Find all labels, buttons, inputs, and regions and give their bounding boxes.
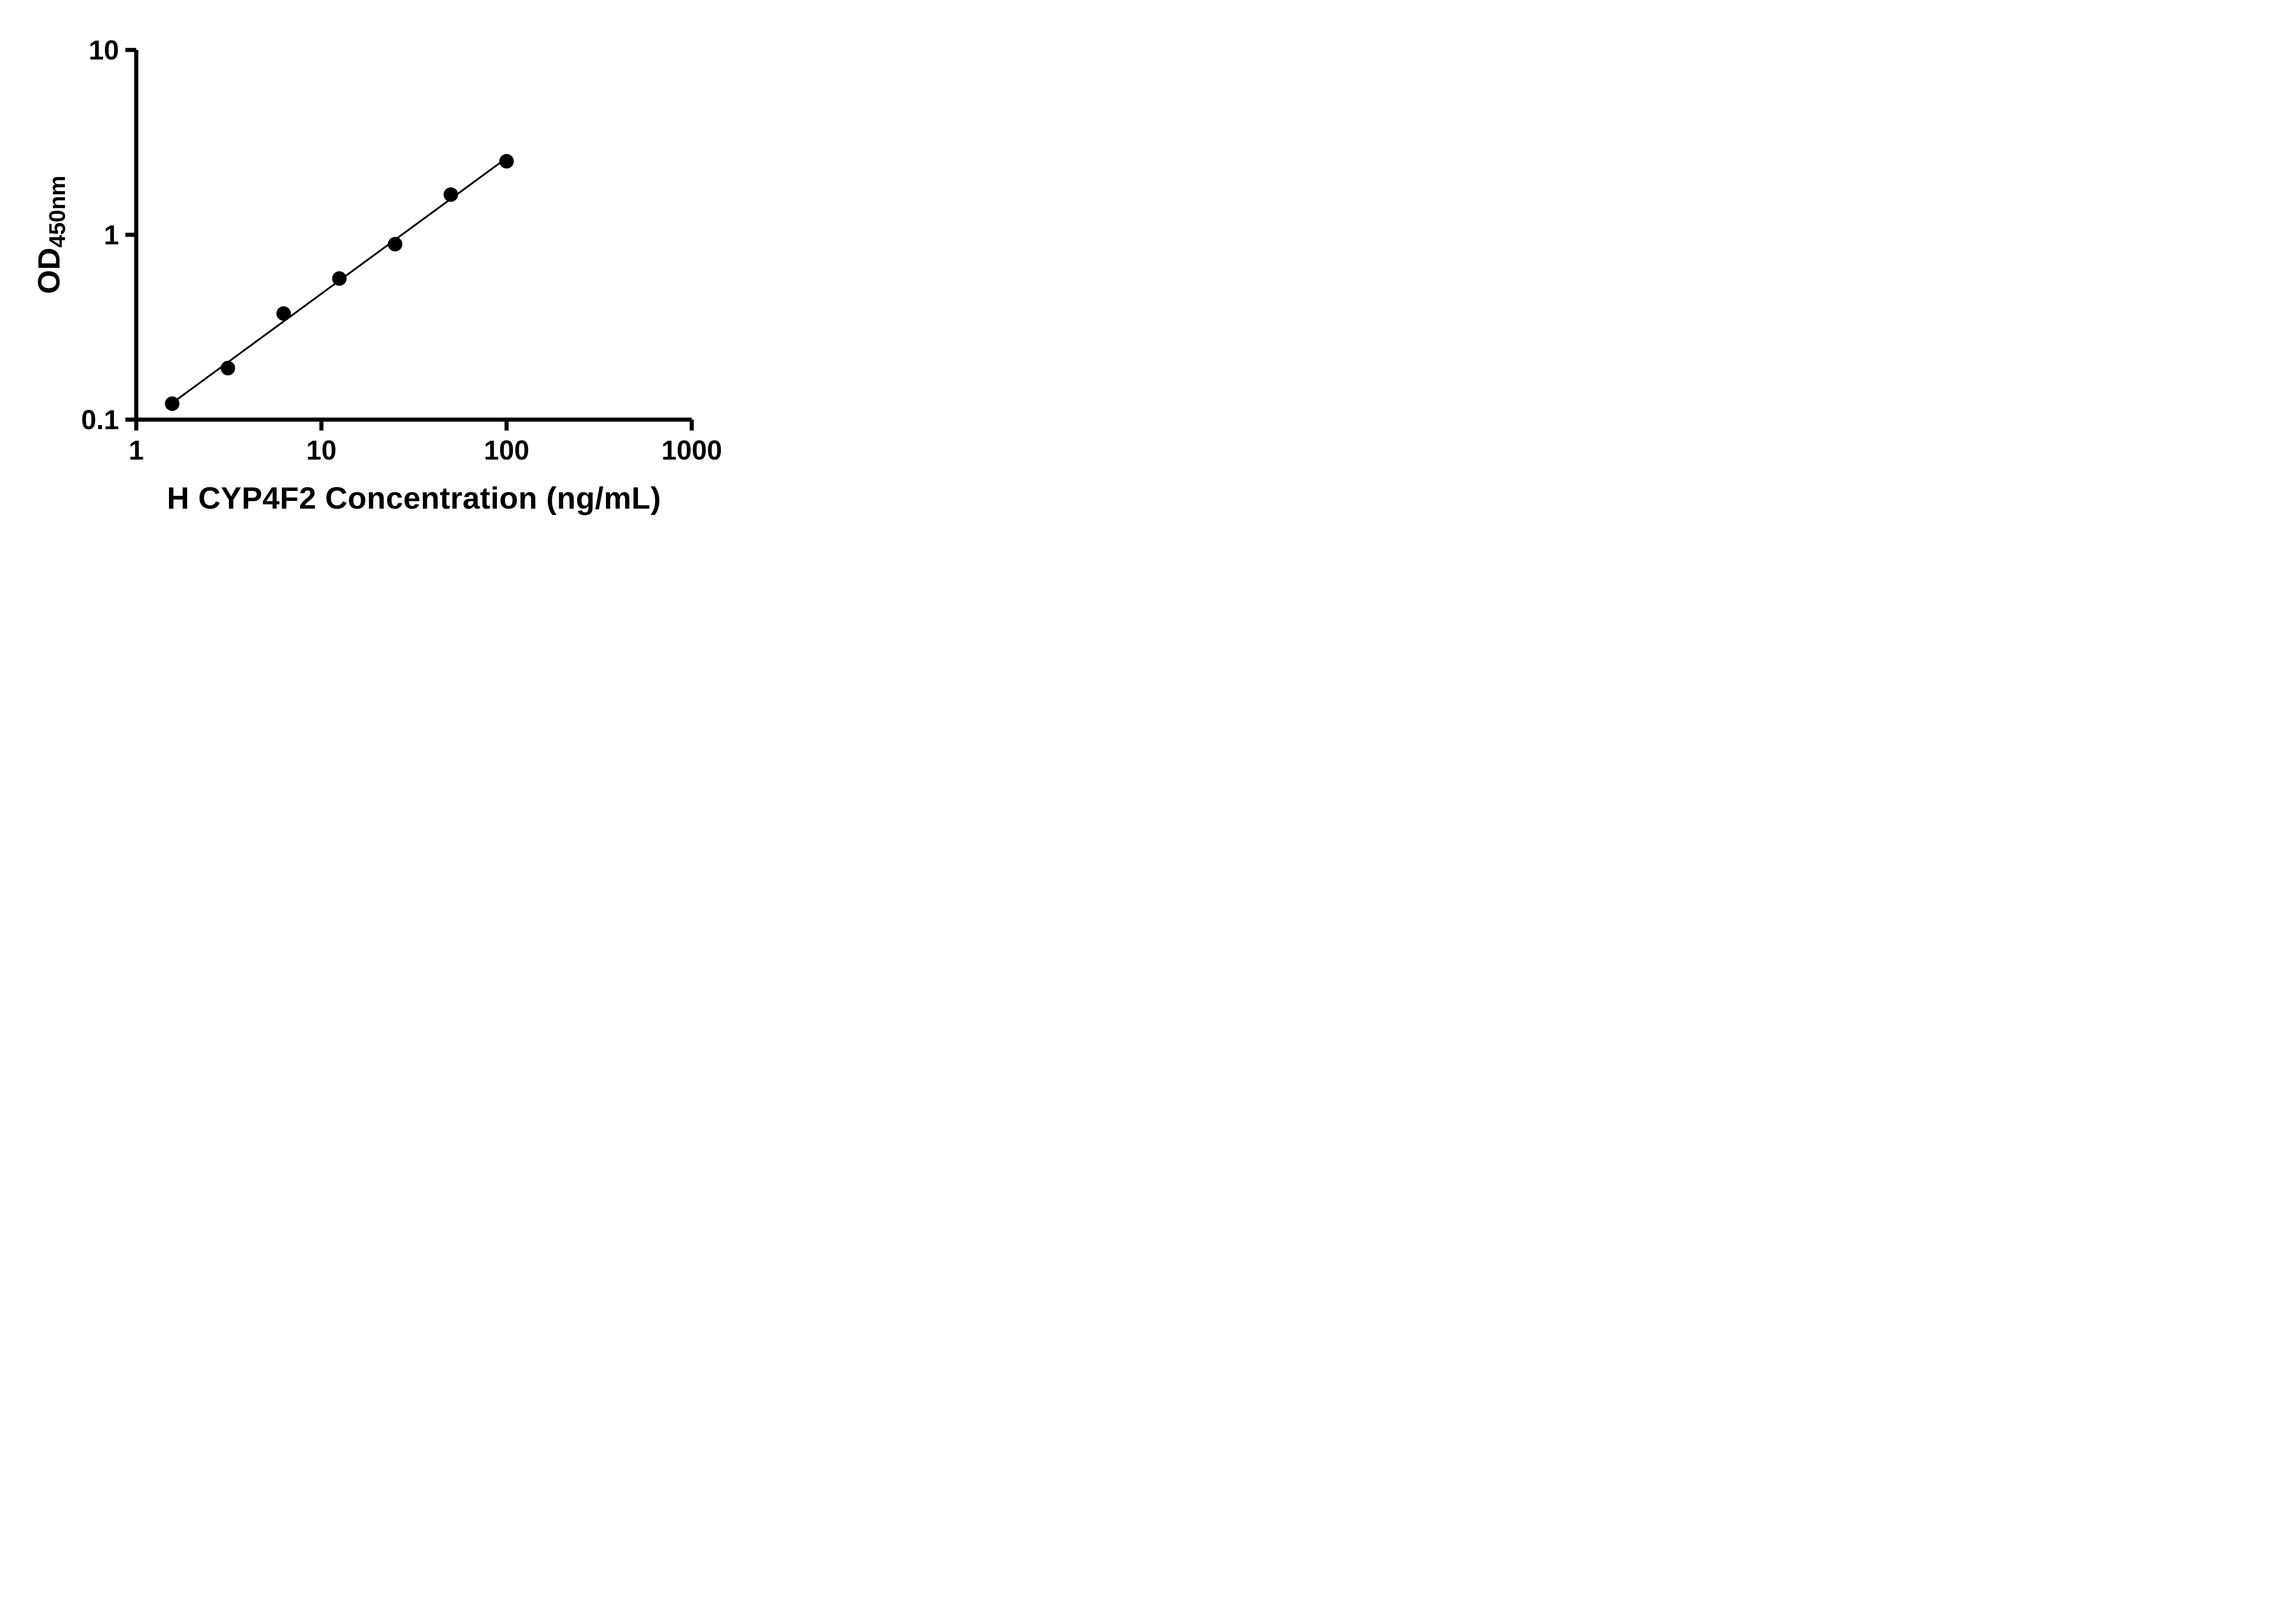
y-axis-title-subscript: 450nm <box>45 175 70 248</box>
y-tick-label: 10 <box>89 35 119 65</box>
x-tick-label: 100 <box>484 435 529 465</box>
x-tick-label: 1000 <box>661 435 722 465</box>
elisa-standard-curve-figure: 1 10 100 1000 0.1 1 10 H CYP4F2 Concentration … <box>0 0 768 541</box>
data-point <box>220 361 235 376</box>
x-axis-title: H CYP4F2 Concentration (ng/mL) <box>167 481 661 515</box>
y-tick-label: 0.1 <box>81 405 119 435</box>
data-point <box>443 187 458 202</box>
x-tick-label: 10 <box>306 435 337 465</box>
data-point <box>165 396 180 411</box>
data-point <box>332 271 347 286</box>
y-axis-title: OD450nm <box>31 176 70 294</box>
data-point <box>387 237 402 252</box>
data-point <box>499 154 514 169</box>
data-point <box>276 306 291 321</box>
y-axis-title-main: OD <box>32 248 66 294</box>
chart-canvas: 1 10 100 1000 0.1 1 10 <box>81 35 722 465</box>
y-tick-label: 1 <box>104 220 119 250</box>
axes <box>134 50 692 422</box>
x-tick-label: 1 <box>129 435 144 465</box>
